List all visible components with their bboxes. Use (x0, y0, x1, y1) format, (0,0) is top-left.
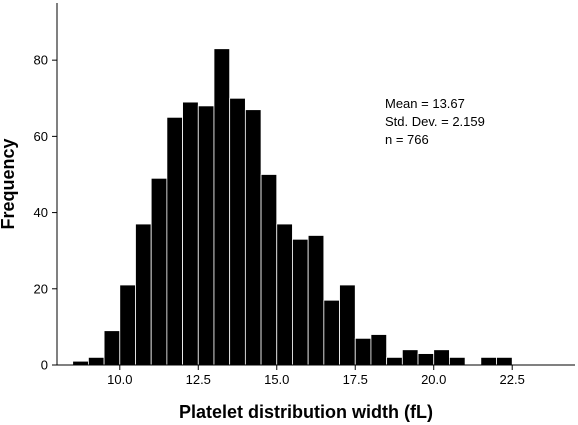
histogram-bar (401, 349, 419, 366)
x-tick-label: 22.5 (500, 372, 525, 387)
y-tick-label: 80 (34, 53, 48, 68)
histogram-bar (480, 356, 497, 366)
histogram-bars (72, 48, 513, 366)
y-axis-ticks: 0 20 40 60 80 (34, 53, 57, 373)
histogram-bar (292, 238, 309, 366)
histogram-bar (103, 330, 121, 366)
histogram-bar (307, 235, 325, 366)
y-tick-label: 40 (34, 205, 48, 220)
histogram-bar (417, 353, 435, 366)
histogram-bar (197, 105, 215, 366)
histogram-bar (339, 284, 356, 366)
histogram-bar (354, 337, 372, 366)
histogram-bar (229, 97, 246, 366)
histogram-bar (182, 101, 199, 366)
y-tick-label: 0 (41, 358, 48, 373)
stat-std-dev: Std. Dev. = 2.159 (385, 114, 485, 129)
histogram-bar (119, 284, 136, 366)
histogram-bar (276, 223, 293, 366)
histogram-bar (449, 356, 466, 366)
y-tick-label: 20 (34, 281, 48, 296)
stat-n: n = 766 (385, 132, 429, 147)
histogram-bar (244, 109, 262, 366)
histogram-bar (135, 223, 152, 366)
histogram-bar (386, 356, 403, 366)
x-tick-label: 20.0 (421, 372, 446, 387)
x-axis-ticks: 10.0 12.5 15.0 17.5 20.0 22.5 (107, 365, 525, 387)
x-tick-label: 10.0 (107, 372, 132, 387)
histogram-bar (260, 174, 278, 366)
x-axis-title: Platelet distribution width (fL) (179, 402, 433, 422)
histogram-bar (370, 334, 388, 366)
histogram-bar (433, 349, 450, 366)
histogram-bar (87, 356, 105, 366)
x-tick-label: 17.5 (343, 372, 368, 387)
histogram-bar (213, 48, 231, 366)
stat-mean: Mean = 13.67 (385, 96, 465, 111)
histogram-bar (323, 299, 340, 366)
x-tick-label: 15.0 (264, 372, 289, 387)
x-tick-label: 12.5 (186, 372, 211, 387)
y-axis-title: Frequency (0, 138, 18, 229)
y-tick-label: 60 (34, 129, 48, 144)
histogram-bar (72, 360, 89, 366)
histogram-bar (166, 116, 183, 366)
histogram-bar (150, 177, 168, 366)
histogram-bar (496, 356, 513, 366)
